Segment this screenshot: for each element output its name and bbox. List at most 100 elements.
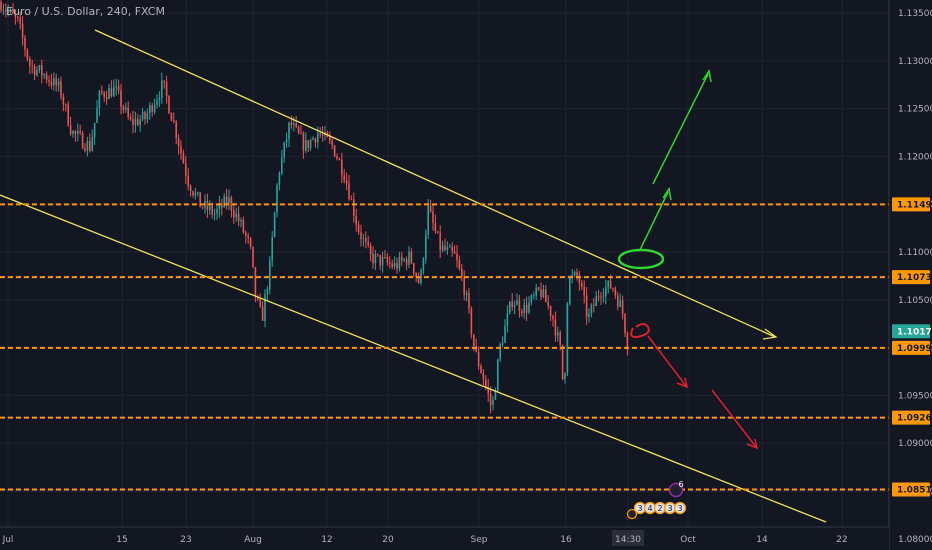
candle-body <box>74 131 77 134</box>
candle-body <box>297 126 300 134</box>
time-tick-label: Sep <box>471 535 488 545</box>
candle-body <box>5 9 7 11</box>
candle-body <box>576 271 578 276</box>
candle-body <box>79 131 81 133</box>
bullish-arrowhead-1 <box>662 187 672 201</box>
candle-body <box>360 232 362 240</box>
candle-body <box>62 96 65 105</box>
candle-body <box>624 313 626 334</box>
candle-body <box>588 313 590 317</box>
candle-body <box>161 80 163 98</box>
candle-body <box>451 246 453 252</box>
candle-body <box>446 247 449 250</box>
candle-body <box>545 289 547 303</box>
candle-body <box>117 86 120 91</box>
candle-body <box>461 268 463 278</box>
symbol-name[interactable]: Euro / U.S. Dollar <box>6 5 100 18</box>
candle-body <box>149 105 151 114</box>
candle-body <box>530 295 533 303</box>
candle-body <box>69 125 72 134</box>
candle-body <box>29 58 31 66</box>
interval-label[interactable]: 240 <box>106 5 128 18</box>
candle-body <box>115 86 117 88</box>
candle-body <box>252 246 254 268</box>
price-levels <box>0 203 889 491</box>
price-level-tag: 1.11498 <box>897 200 932 210</box>
price-tick-label: 1.13000 <box>898 57 932 67</box>
candle-body <box>369 245 372 254</box>
event-badges[interactable]: 63 4 2 3 3 <box>626 480 687 520</box>
price-tick-label: 1.13500 <box>898 9 932 19</box>
candle-body <box>444 245 446 250</box>
candle-body <box>175 121 177 139</box>
breakout-ellipse <box>617 248 665 270</box>
candle-body <box>113 86 115 97</box>
candle-body <box>26 49 29 59</box>
candle-body <box>240 219 242 222</box>
candle-body <box>429 205 432 212</box>
candle-body <box>319 133 321 135</box>
candle-body <box>84 148 86 151</box>
candle-body <box>180 146 182 154</box>
candle-body <box>129 117 132 120</box>
candle-body <box>357 224 360 233</box>
candle-body <box>497 359 499 391</box>
candle-body <box>281 156 283 174</box>
candle-body <box>43 74 45 76</box>
candle-body <box>542 289 545 298</box>
event-badge-number: 3 <box>637 504 642 513</box>
candle-body <box>93 122 96 138</box>
candle-body <box>485 379 487 387</box>
candle-body <box>523 304 525 314</box>
candle-body <box>237 213 240 222</box>
chart-title: Euro / U.S. Dollar, 240, FXCM <box>6 5 165 18</box>
candle-body <box>437 231 439 233</box>
candle-body <box>242 219 245 233</box>
candle-body <box>120 90 122 107</box>
time-tick-label: Jul <box>2 535 14 545</box>
candle-body <box>494 390 497 400</box>
candle-body <box>235 213 237 218</box>
bullish-arrow-2 <box>652 73 709 185</box>
price-level-tag: 1.10737 <box>897 273 932 283</box>
candle-body <box>585 295 588 317</box>
candle-body <box>391 263 393 268</box>
trend-channel <box>0 29 827 523</box>
event-badge-icon <box>668 482 684 498</box>
candle-body <box>341 159 343 176</box>
candle-body <box>513 305 516 308</box>
candle-body <box>36 69 38 76</box>
price-axis[interactable]: 1.135001.130001.125001.120001.115001.110… <box>888 0 932 550</box>
candle-body <box>261 306 264 321</box>
time-axis[interactable]: Jul 15 23 Aug 12 20 Sep 16 14:30 Oct 14 22 <box>0 526 889 550</box>
candle-body <box>415 272 417 277</box>
candle-body <box>300 133 302 135</box>
time-tick-label: 20 <box>382 535 394 545</box>
candle-body <box>554 319 557 336</box>
candle-body <box>45 74 48 80</box>
candle-body <box>453 251 456 254</box>
candle-body <box>561 344 564 380</box>
candle-body <box>105 97 108 100</box>
candle-body <box>170 113 173 121</box>
candle-body <box>38 65 41 70</box>
candle-body <box>81 132 84 149</box>
price-tick-label: 1.09000 <box>898 439 932 449</box>
candle-body <box>41 65 43 76</box>
candle-body <box>477 351 480 367</box>
candle-body <box>271 237 273 261</box>
bearish-arrowhead-2 <box>746 438 759 450</box>
candle-body <box>278 173 281 186</box>
candle-body <box>410 251 413 264</box>
candle-body <box>557 332 559 336</box>
candle-body <box>449 246 451 248</box>
price-tick-label: 1.09500 <box>898 391 932 401</box>
candle-body <box>98 91 101 108</box>
candle-body <box>348 183 350 200</box>
candle-body <box>228 197 230 204</box>
candle-body <box>509 301 511 314</box>
breakdown-ellipse <box>630 323 650 339</box>
candle-body <box>590 304 593 314</box>
candle-body <box>295 123 297 127</box>
